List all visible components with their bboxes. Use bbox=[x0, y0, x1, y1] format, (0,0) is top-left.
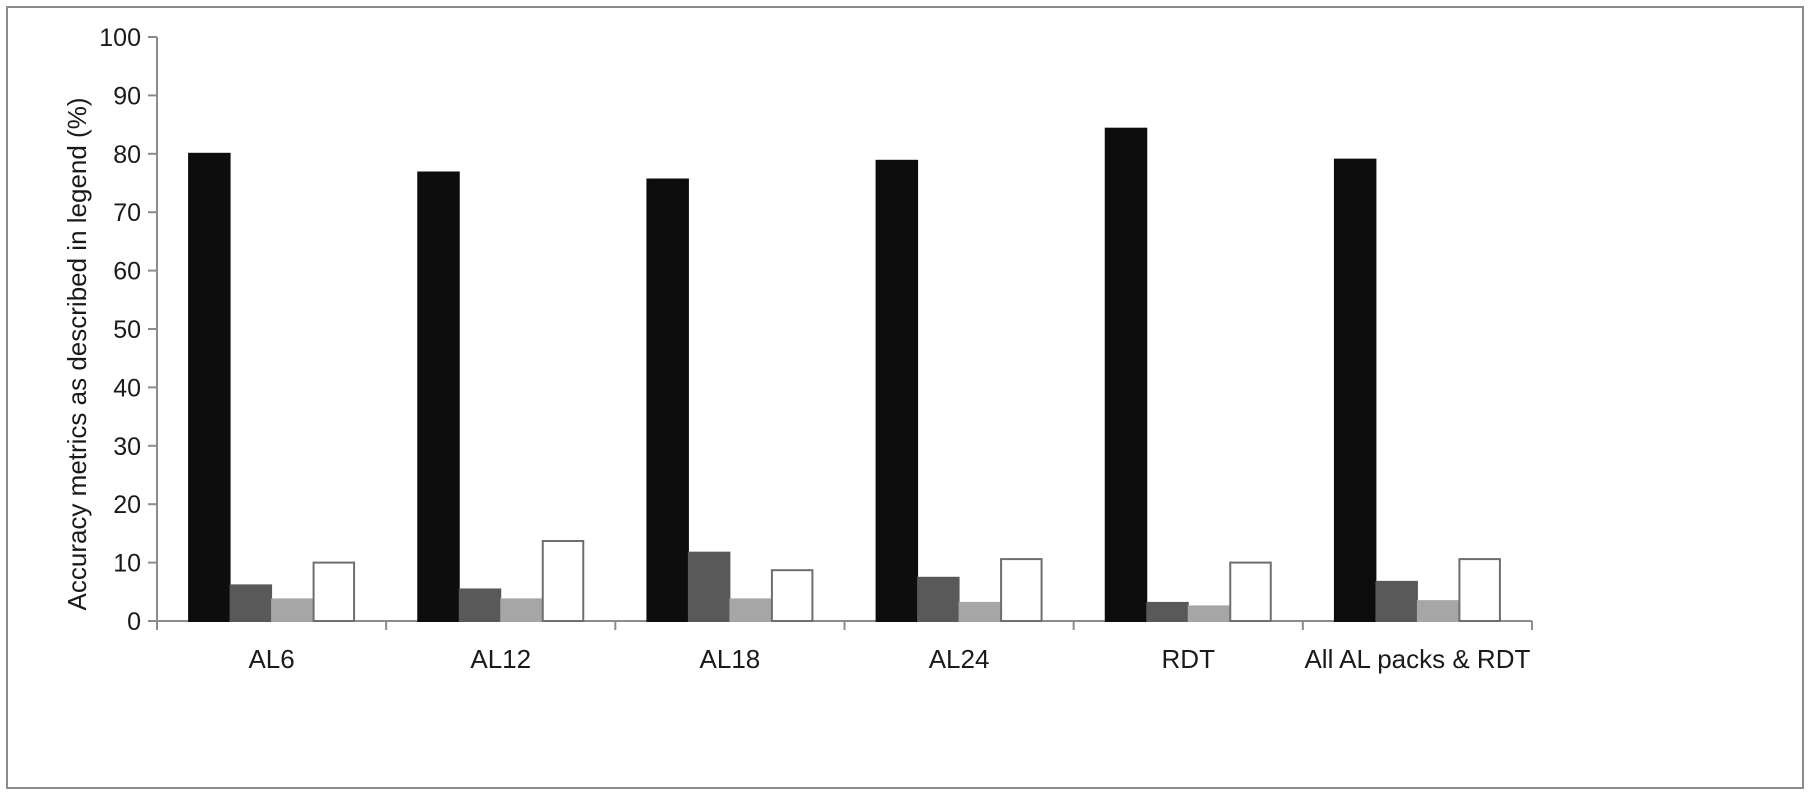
x-tick-label: RDT bbox=[1162, 644, 1216, 674]
bar bbox=[312, 561, 356, 622]
bar bbox=[500, 598, 543, 623]
y-tick-label: 60 bbox=[113, 258, 141, 286]
bar bbox=[917, 576, 960, 622]
y-tick-label: 30 bbox=[113, 433, 141, 461]
bar bbox=[729, 598, 772, 623]
bar bbox=[1375, 580, 1418, 623]
y-axis-title: Accuracy metrics as described in legend … bbox=[62, 98, 92, 611]
bar bbox=[1229, 561, 1272, 622]
bar bbox=[541, 539, 585, 623]
x-tick-label: All AL packs & RDT bbox=[1304, 644, 1530, 674]
y-tick-label: 10 bbox=[113, 550, 141, 578]
bar bbox=[1187, 605, 1231, 623]
bar bbox=[1000, 558, 1043, 623]
bar bbox=[229, 584, 273, 622]
bar bbox=[417, 171, 460, 622]
bars bbox=[188, 127, 1501, 623]
bar bbox=[875, 159, 919, 622]
bar bbox=[188, 152, 231, 623]
bar bbox=[1458, 558, 1501, 623]
x-tick-label: AL24 bbox=[929, 644, 990, 674]
bar bbox=[958, 601, 1002, 622]
bar bbox=[1146, 601, 1189, 622]
bar bbox=[1416, 600, 1460, 622]
bar bbox=[770, 569, 814, 623]
y-tick-label: 0 bbox=[127, 608, 141, 636]
bar bbox=[271, 598, 314, 623]
y-tick-label: 50 bbox=[113, 316, 141, 344]
x-tick-label: AL6 bbox=[248, 644, 294, 674]
x-tick-label: AL12 bbox=[470, 644, 531, 674]
bar bbox=[1333, 158, 1377, 622]
x-axis: AL6 AL12 AL18 AL24 RDT All AL packs & RDT bbox=[156, 620, 1533, 674]
y-tick-label: 100 bbox=[99, 24, 141, 52]
y-axis: 0 10 20 30 40 50 60 70 80 90 100 bbox=[99, 24, 158, 636]
y-tick-label: 20 bbox=[113, 491, 141, 519]
x-tick-label: AL18 bbox=[700, 644, 761, 674]
y-tick-label: 70 bbox=[113, 199, 141, 227]
bar bbox=[687, 551, 731, 622]
bar bbox=[1104, 127, 1148, 623]
y-tick-label: 90 bbox=[113, 82, 141, 110]
y-tick-label: 40 bbox=[113, 374, 141, 402]
bar bbox=[646, 178, 689, 622]
y-tick-label: 80 bbox=[113, 141, 141, 169]
bar bbox=[458, 588, 502, 622]
